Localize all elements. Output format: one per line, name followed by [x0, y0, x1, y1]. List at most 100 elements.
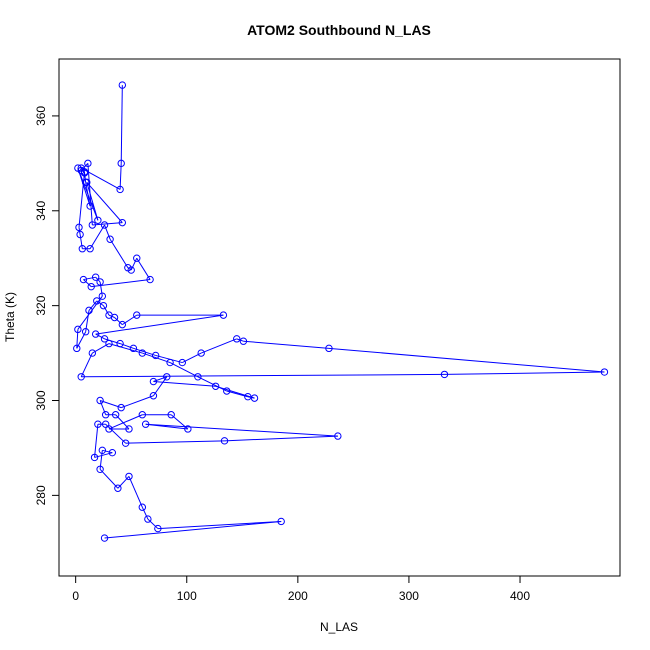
y-axis-label: Theta (K) — [3, 292, 17, 342]
data-point — [74, 325, 82, 334]
y-axis: 280 300 320 340 360 — [34, 106, 60, 505]
data-point — [101, 411, 110, 419]
data-point — [166, 358, 174, 367]
data-point — [146, 275, 154, 284]
series-segment — [79, 234, 83, 249]
data-point — [108, 448, 117, 457]
y-tick-label: 360 — [34, 106, 48, 126]
data-point — [77, 373, 85, 381]
series-segment — [155, 354, 183, 364]
data-point — [219, 311, 228, 319]
series-segment — [145, 423, 338, 437]
data-point — [163, 373, 171, 381]
data-point — [83, 178, 91, 187]
y-tick-label: 300 — [34, 390, 48, 410]
data-point — [99, 301, 108, 310]
series-segment — [215, 385, 255, 399]
data-point — [194, 373, 202, 381]
series-segment — [121, 395, 154, 409]
data-point — [85, 306, 93, 315]
series-segment — [133, 347, 156, 356]
series-segment — [108, 343, 143, 354]
series-segment — [81, 373, 445, 378]
data-point — [138, 411, 147, 419]
data-point — [96, 465, 104, 473]
series-segment — [125, 440, 225, 444]
series-segment — [94, 424, 99, 458]
data-point — [129, 344, 138, 353]
y-tick-label: 280 — [34, 485, 48, 505]
data-point — [121, 439, 130, 447]
data-point — [88, 349, 97, 357]
data-point — [106, 235, 114, 243]
data-point — [138, 349, 147, 357]
data-point — [149, 392, 158, 400]
data-point — [73, 344, 81, 353]
series-segment — [108, 414, 143, 430]
data-point — [600, 368, 609, 376]
data-point — [167, 411, 175, 419]
data-point — [94, 216, 102, 224]
data-point — [223, 387, 231, 395]
chart-title: ATOM2 Southbound N_LAS — [247, 22, 431, 38]
x-tick-label: 0 — [72, 589, 79, 603]
data-point — [90, 453, 99, 462]
data-point — [125, 472, 133, 481]
series-segment — [80, 352, 93, 378]
series-segment — [86, 181, 123, 223]
series-segment — [120, 85, 123, 164]
series-segment — [169, 362, 199, 378]
data-point — [100, 335, 109, 343]
series-segment — [117, 476, 130, 489]
plot-frame — [58, 58, 621, 577]
data-point — [244, 393, 252, 401]
data-point — [118, 81, 127, 89]
data-point — [75, 223, 83, 232]
y-tick-label: 340 — [34, 200, 48, 220]
data-point — [233, 335, 241, 343]
data-point — [127, 266, 135, 274]
series-segment — [88, 300, 98, 311]
data-point — [100, 221, 109, 229]
data-point — [100, 534, 109, 542]
data-point — [96, 278, 104, 286]
data-point — [117, 159, 125, 168]
series-segment — [444, 371, 605, 375]
series-segment — [328, 347, 605, 373]
data-point — [141, 420, 150, 428]
series-segment — [105, 423, 126, 444]
series-segment — [103, 305, 110, 316]
data-point — [250, 394, 259, 402]
data-point — [91, 330, 100, 338]
series-segment — [83, 276, 96, 281]
data-point — [154, 524, 162, 533]
series-segment — [86, 182, 99, 221]
x-axis-label: N_LAS — [320, 620, 358, 634]
series-segment — [83, 279, 92, 288]
series-segment — [99, 400, 107, 415]
data-point — [197, 349, 205, 357]
y-tick-label: 320 — [34, 295, 48, 315]
data-point — [76, 230, 84, 239]
series-segment — [95, 333, 105, 340]
series-segment — [77, 167, 99, 221]
series-segment — [96, 300, 104, 307]
data-point — [133, 311, 141, 319]
data-point — [87, 282, 95, 291]
series-segment — [77, 295, 103, 330]
data-point — [105, 339, 113, 348]
data-point — [91, 273, 100, 281]
data-point — [117, 403, 125, 412]
data-point — [334, 432, 342, 440]
data-point — [111, 411, 120, 419]
series-segment — [153, 381, 216, 387]
series-segment — [157, 520, 282, 530]
data-point — [184, 425, 192, 433]
series-segment — [142, 352, 171, 364]
data-point — [220, 437, 229, 445]
data-point — [178, 358, 187, 367]
series-segment — [102, 449, 113, 454]
series-segment — [109, 238, 129, 268]
series-segment — [87, 163, 93, 226]
data-point — [78, 245, 87, 253]
